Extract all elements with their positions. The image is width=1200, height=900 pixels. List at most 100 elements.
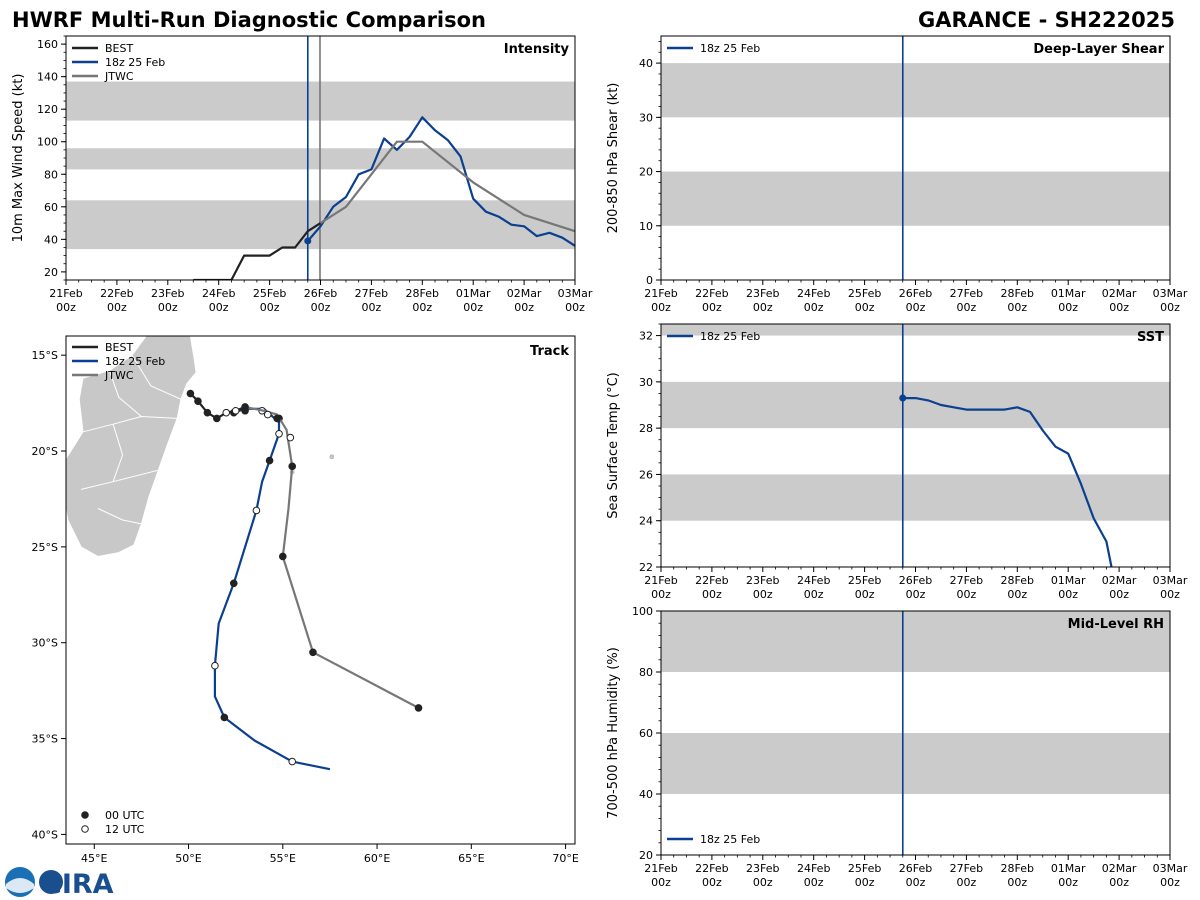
rh-xtick-label-day: 28Feb <box>1001 862 1034 875</box>
shear-xtick-label-hour: 00z <box>1160 301 1180 314</box>
track-fix-marker <box>265 456 274 465</box>
intensity-xtick-label-hour: 00z <box>514 301 534 314</box>
intensity-xtick-label-day: 25Feb <box>253 287 286 300</box>
intensity-series-jtwc <box>319 140 575 233</box>
rh-xtick-label-hour: 00z <box>1058 876 1078 889</box>
province-border-0 <box>82 415 178 433</box>
rh-xtick-label-hour: 00z <box>1109 876 1129 889</box>
rh-ytick-label: 20 <box>639 849 653 862</box>
sst-xtick-label-day: 27Feb <box>950 574 983 587</box>
rh-xtick-label-day: 26Feb <box>899 862 932 875</box>
rh-xtick-label-hour: 00z <box>906 876 926 889</box>
shear-xtick-label-day: 27Feb <box>950 287 983 300</box>
intensity-xtick-label-hour: 00z <box>56 301 76 314</box>
intensity-legend-label: BEST <box>105 42 133 55</box>
rh-xtick-label-day: 21Feb <box>644 862 677 875</box>
rh-panel: 21Feb00z22Feb00z23Feb00z24Feb00z25Feb00z… <box>606 605 1188 889</box>
rh-plot-area <box>661 611 1170 855</box>
province-border-3 <box>112 424 124 482</box>
track-plot-area <box>66 336 423 771</box>
sst-band-1 <box>661 381 1170 429</box>
intensity-xtick-label-hour: 00z <box>412 301 432 314</box>
shear-xtick-label-hour: 00z <box>804 301 824 314</box>
track-ytick-label: 40°S <box>32 828 58 841</box>
sst-xtick-label-hour: 00z <box>1058 588 1078 601</box>
rh-xtick-label-day: 03Mar <box>1153 862 1188 875</box>
shear-xtick-label-day: 01Mar <box>1051 287 1086 300</box>
intensity-xtick-label-hour: 00z <box>158 301 178 314</box>
rh-xtick-label-day: 24Feb <box>797 862 830 875</box>
shear-xtick-label-day: 03Mar <box>1153 287 1188 300</box>
intensity-xtick-label-hour: 00z <box>362 301 382 314</box>
rh-xtick-label-day: 27Feb <box>950 862 983 875</box>
track-marker-legend-label: 00 UTC <box>105 809 145 822</box>
sst-xtick-label-hour: 00z <box>1007 588 1027 601</box>
track-xtick-label: 60°E <box>364 852 390 865</box>
shear-xtick-label-hour: 00z <box>1007 301 1027 314</box>
intensity-legend-label: 18z 25 Feb <box>105 56 165 69</box>
sst-series-start-marker <box>899 394 907 402</box>
intensity-xtick-label-day: 28Feb <box>406 287 439 300</box>
rh-xtick-label-hour: 00z <box>855 876 875 889</box>
sst-xtick-label-day: 02Mar <box>1102 574 1137 587</box>
track-marker-legend-label: 12 UTC <box>105 823 145 836</box>
rh-xtick-label-hour: 00z <box>702 876 722 889</box>
rh-ytick-label: 40 <box>639 788 653 801</box>
sst-xtick-label-hour: 00z <box>855 588 875 601</box>
sst-ytick-label: 22 <box>639 561 653 574</box>
storm-id-title: GARANCE - SH222025 <box>918 8 1175 32</box>
rh-xtick-label-hour: 00z <box>1160 876 1180 889</box>
shear-ytick-label: 30 <box>639 111 653 124</box>
intensity-ytick-label: 20 <box>44 266 58 279</box>
cira-globe-icon <box>39 870 63 894</box>
track-fix-marker <box>288 757 297 766</box>
shear-xtick-label-day: 25Feb <box>848 287 881 300</box>
sst-plot-area <box>661 324 1170 567</box>
track-marker-legend-symbol <box>81 825 89 833</box>
shear-panel: 21Feb00z22Feb00z23Feb00z24Feb00z25Feb00z… <box>606 35 1188 314</box>
track-legend-label: JTWC <box>104 369 134 382</box>
intensity-series-18z-25-feb <box>306 116 575 247</box>
sst-xtick-label-hour: 00z <box>1109 588 1129 601</box>
track-ytick-label: 15°S <box>32 349 58 362</box>
intensity-title: Intensity <box>504 42 570 57</box>
sst-band-2 <box>661 324 1170 336</box>
intensity-xtick-label-day: 21Feb <box>49 287 82 300</box>
sst-ytick-label: 24 <box>639 515 653 528</box>
sst-xtick-label-day: 24Feb <box>797 574 830 587</box>
shear-xtick-label-day: 21Feb <box>644 287 677 300</box>
track-fix-marker <box>186 389 195 398</box>
rh-xtick-label-day: 23Feb <box>746 862 779 875</box>
intensity-series-start-marker <box>304 237 312 245</box>
track-fix-marker <box>278 552 287 561</box>
sst-series-18z-25-feb <box>902 397 1113 567</box>
rh-ytick-label: 100 <box>632 605 653 618</box>
madagascar-land <box>66 336 197 558</box>
shear-ytick-label: 0 <box>646 274 653 287</box>
track-panel: 45°E 50°E 55°E 60°E 65°E 70°E 15°S 20°S 25°S 30°S… <box>32 335 579 865</box>
track-fix-marker <box>241 403 249 411</box>
rh-title: Mid-Level RH <box>1068 617 1164 632</box>
shear-xtick-label-day: 23Feb <box>746 287 779 300</box>
sst-xtick-label-day: 25Feb <box>848 574 881 587</box>
intensity-xtick-label-day: 22Feb <box>100 287 133 300</box>
track-fix-marker <box>275 429 283 438</box>
rh-xtick-label-hour: 00z <box>804 876 824 889</box>
shear-ytick-label: 40 <box>639 57 653 70</box>
rh-xtick-label-day: 25Feb <box>848 862 881 875</box>
sst-xtick-label-hour: 00z <box>957 588 977 601</box>
shear-xtick-label-day: 24Feb <box>797 287 830 300</box>
mauritius-island <box>329 454 335 460</box>
intensity-ytick-label: 40 <box>44 233 58 246</box>
sst-xtick-label-day: 26Feb <box>899 574 932 587</box>
noaa-wave-icon <box>6 878 34 893</box>
track-fix-marker <box>213 414 221 423</box>
track-ytick-label: 30°S <box>32 637 58 650</box>
cira-logo: CIRA <box>5 867 114 900</box>
rh-ytick-label: 60 <box>639 727 653 740</box>
shear-xtick-label-day: 02Mar <box>1102 287 1137 300</box>
track-fix-marker <box>220 713 229 722</box>
sst-ytick-label: 28 <box>639 422 653 435</box>
shear-legend-label: 18z 25 Feb <box>700 42 760 55</box>
shear-band-1 <box>661 63 1170 118</box>
